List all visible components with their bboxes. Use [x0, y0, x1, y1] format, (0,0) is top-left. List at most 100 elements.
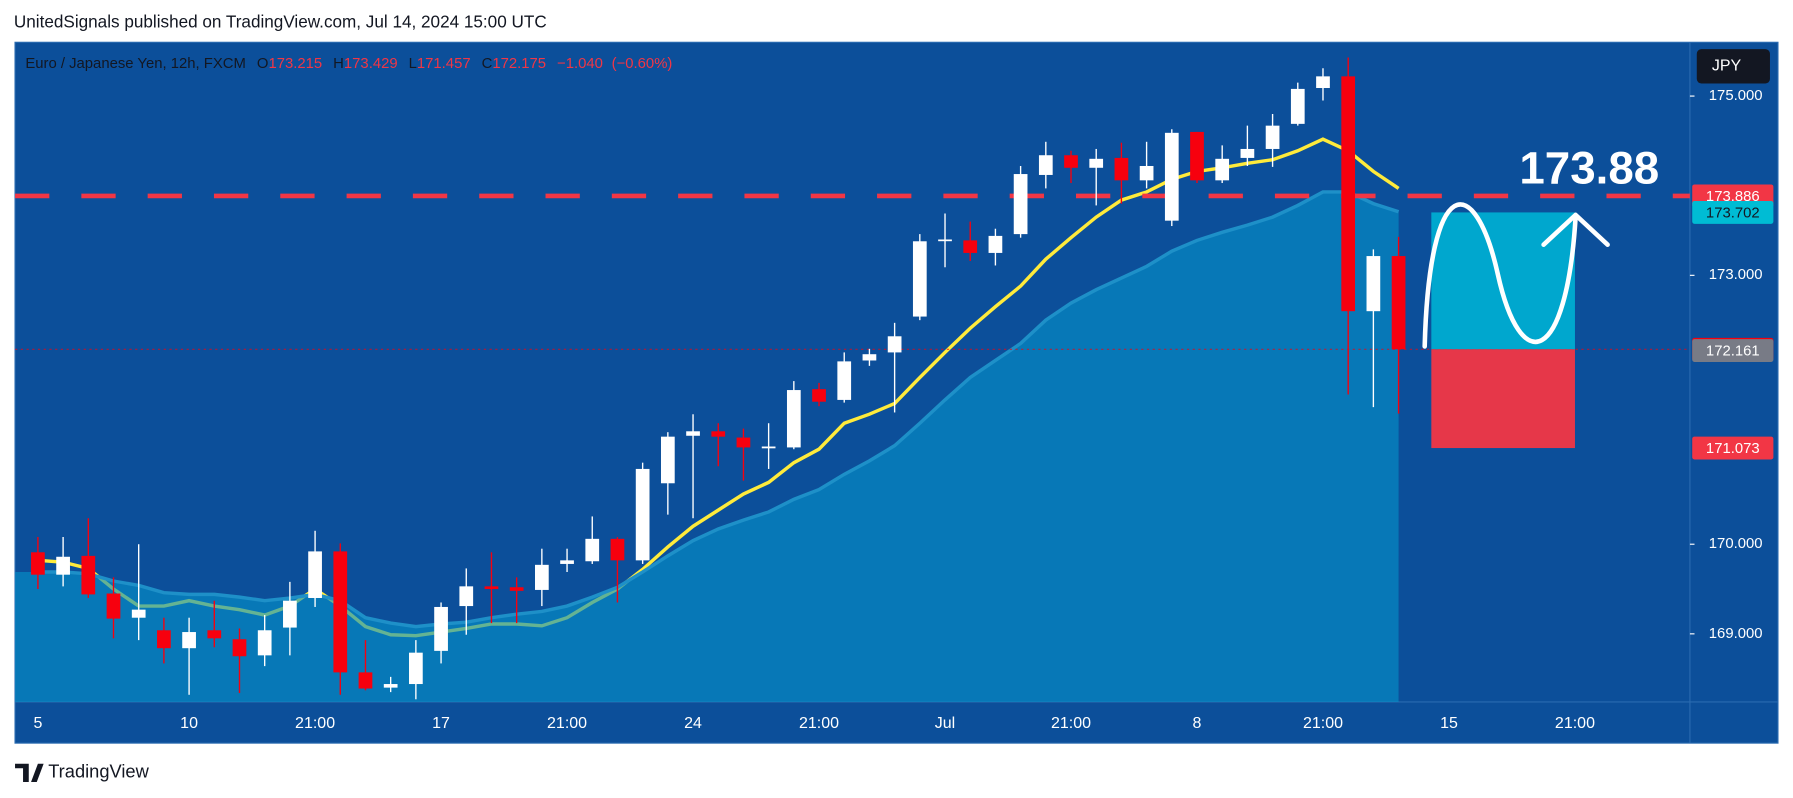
candle-body: [459, 586, 474, 607]
candle-body: [862, 354, 877, 361]
x-tick-label: 21:00: [799, 715, 839, 732]
candle-body: [1139, 165, 1154, 181]
candle-body: [1013, 174, 1028, 235]
price-tag: [1692, 200, 1774, 224]
candle-body: [988, 235, 1003, 253]
candle-body: [736, 437, 751, 448]
ohlc-label: C: [482, 56, 493, 72]
candle-body: [207, 630, 222, 639]
candle-body: [1064, 155, 1078, 168]
candle-body: [887, 336, 902, 353]
symbol: Euro / Japanese Yen, 12h, FXCM: [25, 56, 246, 72]
plot: [15, 57, 1690, 702]
ohlc-value: 173.429: [344, 56, 398, 72]
candle-body: [257, 630, 272, 656]
candle-body: [434, 606, 448, 651]
ema-area-line: [37, 190, 1400, 629]
candle-body: [610, 538, 625, 561]
candle-body: [333, 551, 348, 673]
x-tick-label: 10: [180, 715, 198, 732]
candle-body: [56, 556, 70, 575]
axes: 169.000 170.000 173.000 175.000 5 10 21:00 17 21…: [33, 88, 1774, 732]
brand: TradingView: [48, 761, 149, 782]
x-tick-label: 5: [33, 715, 42, 732]
candle-body: [358, 672, 373, 689]
ohlc-value: 173.215: [268, 56, 322, 72]
candle-body: [509, 587, 524, 591]
drawing-curve: [1422, 202, 1578, 349]
candle-body: [106, 593, 121, 619]
candle-body: [383, 684, 398, 688]
x-tick-label: 17: [432, 715, 450, 732]
candle-body: [1164, 132, 1179, 221]
x-tick-label: Jul: [935, 715, 955, 732]
y-tick-label: 170.000: [1709, 536, 1763, 552]
candle-body: [182, 632, 196, 649]
annotation: 173.88: [1519, 143, 1659, 194]
x-tick-label: 24: [684, 715, 702, 732]
candle-body: [409, 652, 423, 685]
x-tick-label: 21:00: [1051, 715, 1091, 732]
price-tag: [1692, 436, 1774, 460]
candle-body: [1316, 76, 1330, 89]
price-tag-label: 171.073: [1706, 441, 1760, 457]
change: −1.040: [557, 56, 603, 72]
ohlc-value: 171.457: [417, 56, 471, 72]
x-tick-label: 21:00: [547, 715, 587, 732]
price-tag-label: 172.161: [1706, 344, 1760, 360]
ema-area: [15, 191, 1399, 702]
candle-body: [1190, 131, 1204, 181]
y-tick-label: 173.000: [1709, 267, 1763, 283]
price-tag-label: 173.702: [1706, 205, 1760, 221]
candle-body: [938, 239, 952, 242]
currency-button[interactable]: [1696, 49, 1770, 84]
candle-body: [283, 600, 297, 628]
price-tag: [1692, 339, 1774, 362]
ohlc-value: 172.175: [492, 56, 546, 72]
candle-body: [81, 555, 96, 595]
x-tick-label: 21:00: [1303, 715, 1343, 732]
candle-body: [1114, 157, 1129, 181]
candle-body: [660, 436, 675, 484]
candle-body: [1341, 76, 1356, 312]
legend-line: Euro / Japanese Yen, 12h, FXCM O173.215 …: [25, 56, 672, 72]
candle-body: [534, 564, 549, 590]
candle-body: [157, 630, 171, 649]
candle-body: [232, 639, 247, 657]
candle-body: [31, 552, 45, 575]
candle-body: [1089, 158, 1104, 168]
candle-body: [812, 389, 826, 402]
y-tick-label: 175.000: [1709, 88, 1763, 104]
candle-body: [484, 586, 499, 590]
x-tick-label: 21:00: [295, 715, 335, 732]
candle-body: [963, 240, 978, 253]
candle-body: [1391, 256, 1406, 350]
change-pct: (−0.60%): [612, 56, 673, 72]
x-tick-label: 8: [1193, 715, 1202, 732]
candle-body: [786, 390, 801, 448]
currency[interactable]: JPY: [1712, 58, 1742, 75]
candle-body: [585, 538, 600, 562]
ohlc-label: O: [257, 56, 269, 72]
candle-body: [560, 560, 574, 564]
drawing-arrow: [1541, 212, 1610, 247]
ohlc-label: L: [409, 56, 417, 72]
x-tick-label: 15: [1440, 715, 1458, 732]
x-tick-label: 21:00: [1555, 715, 1595, 732]
candle-body: [635, 468, 650, 561]
publisher: UnitedSignals published on TradingView.c…: [14, 11, 547, 31]
candle-body: [711, 431, 726, 437]
brand-logo: [15, 763, 44, 782]
candle-body: [761, 446, 776, 449]
candle-body: [131, 609, 146, 618]
ohlc-label: H: [333, 56, 344, 72]
candle-body: [1240, 148, 1255, 158]
stop-zone: [1431, 349, 1575, 449]
candle-body: [1265, 125, 1280, 149]
candle-body: [308, 551, 322, 598]
candle-body: [912, 241, 927, 317]
candle-body: [1290, 88, 1305, 124]
candle-body: [686, 431, 700, 436]
